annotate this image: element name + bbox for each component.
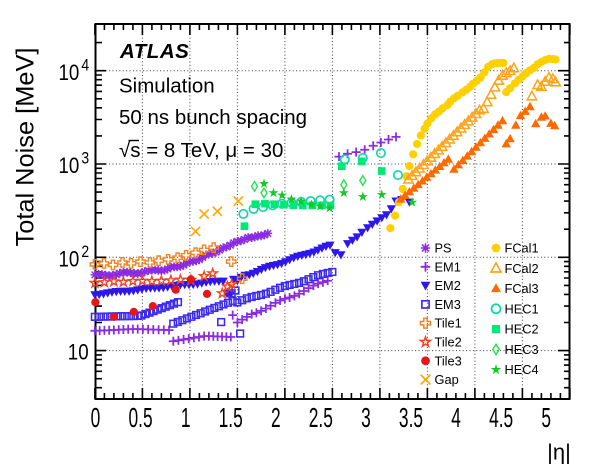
- svg-text:10: 10: [59, 155, 80, 179]
- svg-text:50 ns bunch spacing: 50 ns bunch spacing: [119, 106, 307, 129]
- svg-text:FCal3: FCal3: [505, 281, 539, 296]
- svg-text:4: 4: [451, 402, 461, 433]
- svg-text:2: 2: [271, 402, 281, 433]
- svg-text:Tile2: Tile2: [435, 335, 462, 350]
- svg-text:3: 3: [361, 402, 371, 433]
- svg-text:Tile1: Tile1: [435, 316, 462, 331]
- svg-text:10: 10: [59, 248, 80, 272]
- svg-text:PS: PS: [435, 241, 452, 256]
- svg-text:EM2: EM2: [435, 278, 461, 293]
- svg-text:Tile3: Tile3: [435, 353, 462, 368]
- svg-text:EM3: EM3: [435, 297, 461, 312]
- svg-text:1: 1: [181, 402, 191, 433]
- svg-text:FCal2: FCal2: [505, 261, 539, 276]
- svg-text:5: 5: [541, 402, 551, 433]
- svg-text:2.5: 2.5: [309, 402, 333, 433]
- svg-text:3: 3: [81, 150, 89, 168]
- svg-text:4: 4: [81, 56, 89, 74]
- svg-text:Total Noise [MeV]: Total Noise [MeV]: [12, 48, 40, 247]
- svg-text:10: 10: [68, 341, 89, 365]
- svg-text:Simulation: Simulation: [119, 75, 215, 98]
- svg-text:ATLAS: ATLAS: [119, 40, 189, 63]
- svg-text:3.5: 3.5: [399, 402, 423, 433]
- svg-text:HEC3: HEC3: [505, 342, 539, 357]
- svg-text:2: 2: [81, 243, 89, 261]
- svg-text:HEC2: HEC2: [505, 322, 539, 337]
- svg-text:√s = 8 TeV, μ = 30: √s = 8 TeV, μ = 30: [119, 139, 283, 162]
- svg-text:10: 10: [59, 62, 80, 86]
- svg-text:HEC1: HEC1: [505, 301, 539, 316]
- svg-text:Gap: Gap: [435, 372, 459, 387]
- svg-text:EM1: EM1: [435, 259, 461, 274]
- svg-text:1.5: 1.5: [219, 402, 243, 433]
- svg-text:|η|: |η|: [547, 440, 571, 465]
- svg-text:HEC4: HEC4: [505, 362, 539, 377]
- svg-text:FCal1: FCal1: [505, 241, 539, 256]
- svg-text:4.5: 4.5: [489, 402, 513, 433]
- svg-text:0.5: 0.5: [129, 402, 153, 433]
- svg-text:0: 0: [91, 402, 101, 433]
